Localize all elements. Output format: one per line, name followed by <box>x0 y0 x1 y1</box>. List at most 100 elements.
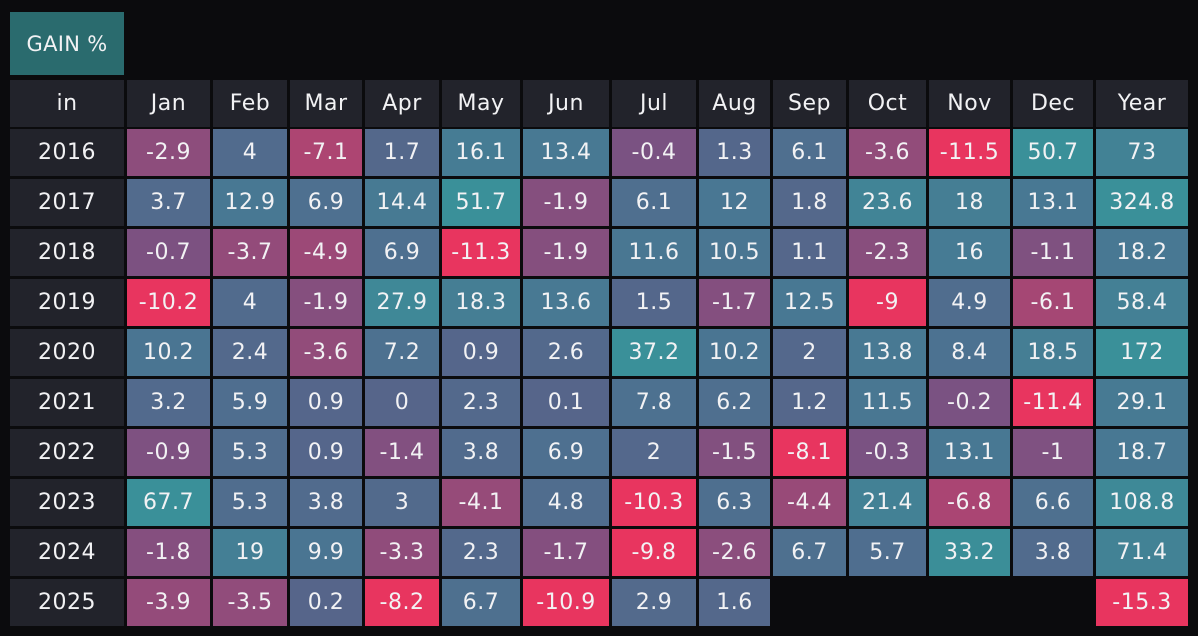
heatmap-cell-2021-jul: 7.8 <box>612 379 696 426</box>
heatmap-cell-2025-aug: 1.6 <box>699 579 770 626</box>
heatmap-cell-2018-oct: -2.3 <box>849 229 926 276</box>
heatmap-cell-2018-dec: -1.1 <box>1013 229 1093 276</box>
heatmap-cell-2024-apr: -3.3 <box>365 529 439 576</box>
heatmap-cell-2016-may: 16.1 <box>442 129 520 176</box>
heatmap-cell-2020-oct: 13.8 <box>849 329 926 376</box>
heatmap-cell-2022-apr: -1.4 <box>365 429 439 476</box>
heatmap-cell-2019-nov: 4.9 <box>929 279 1010 326</box>
heatmap-cell-2024-mar: 9.9 <box>290 529 362 576</box>
heatmap-cell-2024-feb: 19 <box>213 529 287 576</box>
heatmap-cell-2016-year: 73 <box>1096 129 1188 176</box>
heatmap-cell-2019-dec: -6.1 <box>1013 279 1093 326</box>
heatmap-cell-2024-jul: -9.8 <box>612 529 696 576</box>
heatmap-cell-2022-jan: -0.9 <box>127 429 210 476</box>
heatmap-cell-2018-jun: -1.9 <box>523 229 609 276</box>
heatmap-cell-2016-jan: -2.9 <box>127 129 210 176</box>
heatmap-cell-2025-apr: -8.2 <box>365 579 439 626</box>
heatmap-cell-2024-jun: -1.7 <box>523 529 609 576</box>
row-label-2023: 2023 <box>10 479 124 526</box>
row-label-2025: 2025 <box>10 579 124 626</box>
heatmap-cell-2018-mar: -4.9 <box>290 229 362 276</box>
heatmap-cell-2019-aug: -1.7 <box>699 279 770 326</box>
heatmap-cell-2019-mar: -1.9 <box>290 279 362 326</box>
heatmap-cell-2021-jun: 0.1 <box>523 379 609 426</box>
heatmap-cell-2019-apr: 27.9 <box>365 279 439 326</box>
heatmap-cell-2016-jun: 13.4 <box>523 129 609 176</box>
heatmap-cell-2018-may: -11.3 <box>442 229 520 276</box>
column-header-feb: Feb <box>213 80 287 127</box>
heatmap-cell-2022-jun: 6.9 <box>523 429 609 476</box>
heatmap-cell-2024-nov: 33.2 <box>929 529 1010 576</box>
heatmap-cell-2023-dec: 6.6 <box>1013 479 1093 526</box>
heatmap-cell-2025-year: -15.3 <box>1096 579 1188 626</box>
heatmap-cell-2017-dec: 13.1 <box>1013 179 1093 226</box>
heatmap-cell-2024-oct: 5.7 <box>849 529 926 576</box>
heatmap-cell-2022-year: 18.7 <box>1096 429 1188 476</box>
heatmap-cell-2017-aug: 12 <box>699 179 770 226</box>
heatmap-cell-2025-jan: -3.9 <box>127 579 210 626</box>
heatmap-cell-2019-year: 58.4 <box>1096 279 1188 326</box>
heatmap-cell-2017-feb: 12.9 <box>213 179 287 226</box>
heatmap-cell-2023-aug: 6.3 <box>699 479 770 526</box>
heatmap-cell-2021-may: 2.3 <box>442 379 520 426</box>
heatmap-cell-2018-apr: 6.9 <box>365 229 439 276</box>
column-header-aug: Aug <box>699 80 770 127</box>
heatmap-cell-2017-jul: 6.1 <box>612 179 696 226</box>
row-label-2024: 2024 <box>10 529 124 576</box>
heatmap-cell-2020-aug: 10.2 <box>699 329 770 376</box>
heatmap-cell-2018-aug: 10.5 <box>699 229 770 276</box>
heatmap-cell-2023-sep: -4.4 <box>773 479 846 526</box>
heatmap-cell-2017-oct: 23.6 <box>849 179 926 226</box>
heatmap-cell-2025-jul: 2.9 <box>612 579 696 626</box>
column-header-jun: Jun <box>523 80 609 127</box>
heatmap-cell-2024-aug: -2.6 <box>699 529 770 576</box>
row-label-2018: 2018 <box>10 229 124 276</box>
heatmap-cell-2017-mar: 6.9 <box>290 179 362 226</box>
heatmap-cell-2021-oct: 11.5 <box>849 379 926 426</box>
heatmap-cell-2023-feb: 5.3 <box>213 479 287 526</box>
heatmap-cell-2024-may: 2.3 <box>442 529 520 576</box>
heatmap-cell-2020-year: 172 <box>1096 329 1188 376</box>
heatmap-cell-2016-dec: 50.7 <box>1013 129 1093 176</box>
heatmap-cell-2023-mar: 3.8 <box>290 479 362 526</box>
heatmap-cell-2022-jul: 2 <box>612 429 696 476</box>
heatmap-cell-2021-nov: -0.2 <box>929 379 1010 426</box>
heatmap-cell-2020-may: 0.9 <box>442 329 520 376</box>
heatmap-cell-2019-sep: 12.5 <box>773 279 846 326</box>
heatmap-cell-2021-apr: 0 <box>365 379 439 426</box>
heatmap-cell-2016-mar: -7.1 <box>290 129 362 176</box>
row-label-2017: 2017 <box>10 179 124 226</box>
heatmap-cell-2021-mar: 0.9 <box>290 379 362 426</box>
heatmap-cell-2016-sep: 6.1 <box>773 129 846 176</box>
heatmap-cell-2023-may: -4.1 <box>442 479 520 526</box>
column-header-sep: Sep <box>773 80 846 127</box>
heatmap-cell-2024-sep: 6.7 <box>773 529 846 576</box>
heatmap-cell-2022-nov: 13.1 <box>929 429 1010 476</box>
column-header-mar: Mar <box>290 80 362 127</box>
heatmap-cell-2020-apr: 7.2 <box>365 329 439 376</box>
heatmap-cell-2018-feb: -3.7 <box>213 229 287 276</box>
heatmap-cell-2017-may: 51.7 <box>442 179 520 226</box>
chart-title: GAIN % <box>10 12 124 75</box>
heatmap-cell-2020-jan: 10.2 <box>127 329 210 376</box>
row-label-2021: 2021 <box>10 379 124 426</box>
heatmap-cell-2019-jun: 13.6 <box>523 279 609 326</box>
heatmap-cell-2016-apr: 1.7 <box>365 129 439 176</box>
column-header-dec: Dec <box>1013 80 1093 127</box>
heatmap-cell-2020-dec: 18.5 <box>1013 329 1093 376</box>
row-label-2019: 2019 <box>10 279 124 326</box>
column-header-jan: Jan <box>127 80 210 127</box>
heatmap-cell-2021-aug: 6.2 <box>699 379 770 426</box>
heatmap-cell-2025-jun: -10.9 <box>523 579 609 626</box>
heatmap-cell-2017-nov: 18 <box>929 179 1010 226</box>
heatmap-cell-2021-dec: -11.4 <box>1013 379 1093 426</box>
row-label-2016: 2016 <box>10 129 124 176</box>
heatmap-cell-2018-sep: 1.1 <box>773 229 846 276</box>
heatmap-cell-2017-sep: 1.8 <box>773 179 846 226</box>
heatmap-cell-2018-jan: -0.7 <box>127 229 210 276</box>
row-label-2022: 2022 <box>10 429 124 476</box>
heatmap-cell-2018-nov: 16 <box>929 229 1010 276</box>
heatmap-cell-2017-year: 324.8 <box>1096 179 1188 226</box>
heatmap-cell-2019-oct: -9 <box>849 279 926 326</box>
heatmap-cell-2023-year: 108.8 <box>1096 479 1188 526</box>
